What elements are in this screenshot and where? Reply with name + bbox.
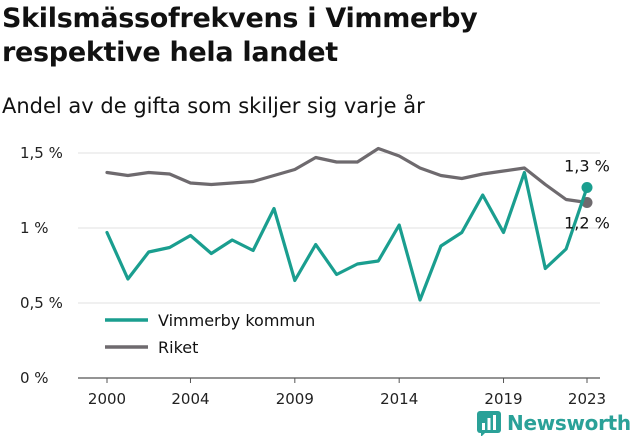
- x-axis: 2000 2004 2009 2014 2019 2023: [78, 377, 606, 408]
- brand: Newsworthy: [476, 410, 631, 436]
- legend-label: Riket: [158, 338, 198, 357]
- end-label-vimmerby: 1,3 %: [564, 157, 610, 176]
- x-tick-label: 2014: [380, 390, 418, 408]
- x-tick-label: 2023: [568, 390, 606, 408]
- legend-label: Vimmerby kommun: [158, 311, 315, 330]
- end-labels: 1,3 % 1,2 %: [564, 157, 610, 233]
- series-end-point: [581, 182, 593, 193]
- series-line-vimmerby: [105, 170, 589, 302]
- x-tick-label: 2000: [88, 390, 126, 408]
- x-tick-label: 2009: [276, 390, 314, 408]
- y-tick-label: 0,5 %: [20, 294, 63, 312]
- y-axis-ticks: 0 % 0,5 % 1 % 1,5 %: [20, 144, 63, 387]
- brand-name: Newsworthy: [507, 411, 631, 435]
- gridlines: [78, 152, 600, 304]
- y-tick-label: 0 %: [20, 369, 49, 387]
- y-tick-label: 1 %: [20, 219, 49, 237]
- x-tick-label: 2019: [484, 390, 522, 408]
- end-label-riket: 1,2 %: [564, 214, 610, 233]
- series-lines: [105, 146, 593, 302]
- chart-title: Skilsmässofrekvens i Vimmerby respektive…: [2, 3, 478, 68]
- newsworthy-logo-icon: [477, 411, 501, 436]
- series-line-riket: [105, 146, 589, 205]
- x-tick-label: 2004: [171, 390, 209, 408]
- y-tick-label: 1,5 %: [20, 144, 63, 162]
- chart-subtitle: Andel av de gifta som skiljer sig varje …: [2, 94, 425, 118]
- legend: Vimmerby kommun Riket: [105, 311, 315, 357]
